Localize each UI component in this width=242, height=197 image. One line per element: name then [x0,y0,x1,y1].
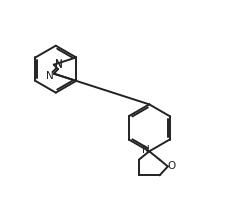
Text: N: N [142,145,150,155]
Text: N: N [46,71,54,81]
Text: N: N [55,59,62,69]
Text: N: N [55,60,63,70]
Text: O: O [168,161,176,171]
